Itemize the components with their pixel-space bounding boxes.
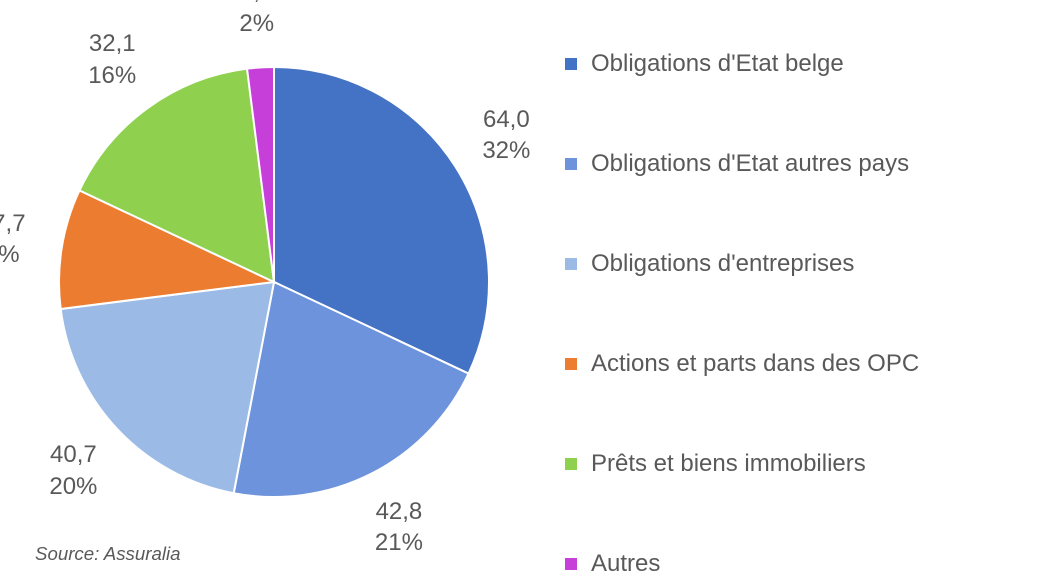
slice-percent: 9% (0, 239, 26, 270)
slice-value: 4,5 (239, 0, 274, 7)
chart-container: 64,032%42,821%40,720%17,79%32,116%4,52% … (0, 0, 1056, 586)
legend-item: Actions et parts dans des OPC (565, 350, 919, 378)
legend-swatch (565, 558, 577, 570)
slice-percent: 21% (375, 527, 423, 558)
slice-percent: 20% (49, 470, 97, 501)
legend-item: Obligations d'Etat autres pays (565, 150, 919, 178)
source-text: Source: Assuralia (35, 543, 181, 565)
slice-label: 17,79% (0, 208, 26, 270)
source-label: Source: Assuralia (35, 543, 181, 564)
legend-item: Autres (565, 550, 919, 578)
legend-item: Obligations d'entreprises (565, 250, 919, 278)
legend-label: Obligations d'Etat belge (591, 50, 844, 78)
legend-label: Autres (591, 550, 660, 578)
legend-swatch (565, 58, 577, 70)
slice-percent: 16% (88, 59, 136, 90)
pie-svg (55, 63, 493, 501)
slice-label: 64,032% (482, 103, 530, 165)
legend: Obligations d'Etat belge Obligations d'Et… (565, 50, 919, 578)
legend-label: Prêts et biens immobiliers (591, 450, 866, 478)
slice-label: 4,52% (239, 0, 274, 39)
legend-swatch (565, 458, 577, 470)
slice-label: 40,720% (49, 439, 97, 501)
legend-item: Prêts et biens immobiliers (565, 450, 919, 478)
pie-chart (55, 63, 493, 501)
slice-value: 17,7 (0, 208, 26, 239)
slice-percent: 32% (482, 135, 530, 166)
legend-label: Obligations d'entreprises (591, 250, 854, 278)
slice-label: 42,821% (375, 496, 423, 558)
slice-percent: 2% (239, 7, 274, 38)
legend-label: Obligations d'Etat autres pays (591, 150, 909, 178)
slice-value: 32,1 (88, 28, 136, 59)
slice-value: 42,8 (375, 496, 423, 527)
legend-label: Actions et parts dans des OPC (591, 350, 919, 378)
legend-swatch (565, 358, 577, 370)
legend-item: Obligations d'Etat belge (565, 50, 919, 78)
slice-label: 32,116% (88, 28, 136, 90)
legend-swatch (565, 258, 577, 270)
legend-swatch (565, 158, 577, 170)
slice-value: 40,7 (49, 439, 97, 470)
slice-value: 64,0 (482, 103, 530, 134)
